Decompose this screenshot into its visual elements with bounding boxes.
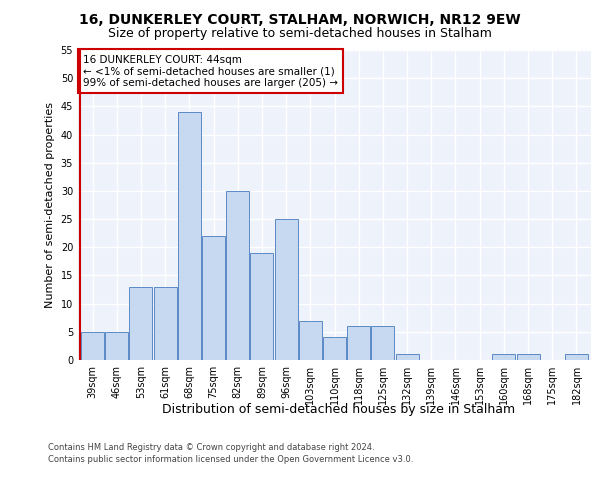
Bar	[105, 332, 128, 360]
Text: Size of property relative to semi-detached houses in Stalham: Size of property relative to semi-detach…	[108, 28, 492, 40]
Bar	[323, 338, 346, 360]
Bar	[299, 320, 322, 360]
Bar	[275, 219, 298, 360]
Text: 16 DUNKERLEY COURT: 44sqm
← <1% of semi-detached houses are smaller (1)
99% of s: 16 DUNKERLEY COURT: 44sqm ← <1% of semi-…	[83, 54, 338, 88]
Bar	[202, 236, 225, 360]
Bar	[154, 286, 176, 360]
Bar	[347, 326, 370, 360]
Bar	[493, 354, 515, 360]
Y-axis label: Number of semi-detached properties: Number of semi-detached properties	[45, 102, 55, 308]
Bar	[250, 253, 274, 360]
Bar	[178, 112, 201, 360]
Bar	[371, 326, 394, 360]
Bar	[517, 354, 539, 360]
Bar	[81, 332, 104, 360]
Bar	[226, 191, 249, 360]
Bar	[130, 286, 152, 360]
Text: 16, DUNKERLEY COURT, STALHAM, NORWICH, NR12 9EW: 16, DUNKERLEY COURT, STALHAM, NORWICH, N…	[79, 12, 521, 26]
Text: Contains HM Land Registry data © Crown copyright and database right 2024.: Contains HM Land Registry data © Crown c…	[48, 442, 374, 452]
Text: Contains public sector information licensed under the Open Government Licence v3: Contains public sector information licen…	[48, 455, 413, 464]
Bar	[395, 354, 419, 360]
Text: Distribution of semi-detached houses by size in Stalham: Distribution of semi-detached houses by …	[163, 402, 515, 415]
Bar	[565, 354, 588, 360]
